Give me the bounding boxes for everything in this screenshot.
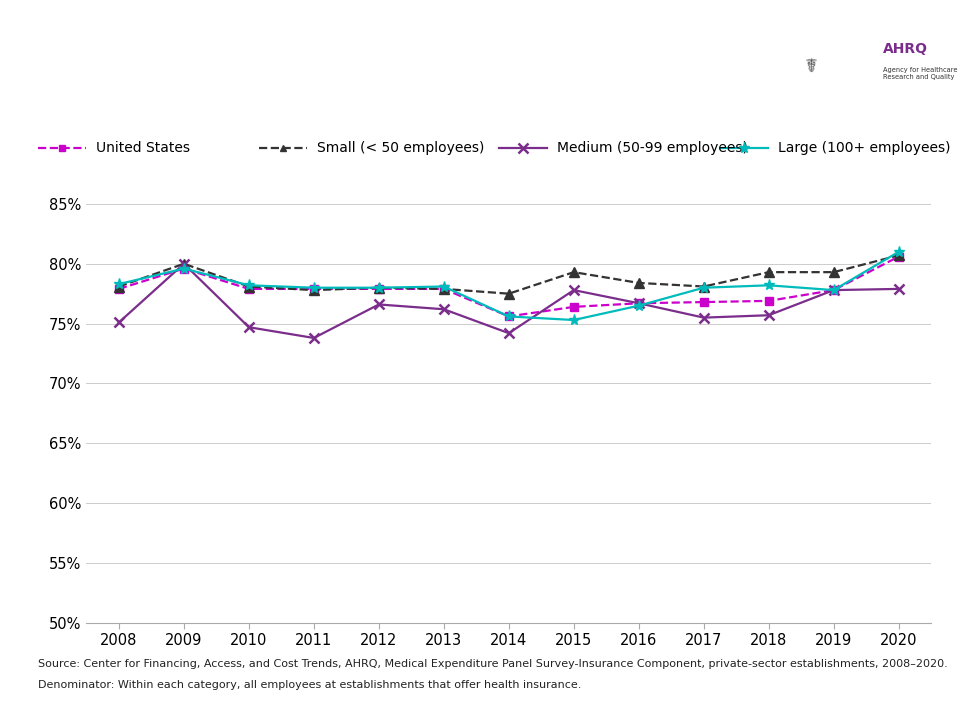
Ellipse shape: [740, 0, 903, 166]
Text: Large (100+ employees): Large (100+ employees): [778, 140, 950, 155]
Text: United States: United States: [96, 140, 190, 155]
Text: Source: Center for Financing, Access, and Cost Trends, AHRQ, Medical Expenditure: Source: Center for Financing, Access, an…: [38, 659, 948, 669]
Text: Figure 4. Eligibility  rate: Percentage of private-sector employees
eligible  fo: Figure 4. Eligibility rate: Percentage o…: [90, 25, 735, 92]
Text: AHRQ: AHRQ: [883, 42, 928, 56]
Text: Small (< 50 employees): Small (< 50 employees): [317, 140, 484, 155]
Text: Medium (50-99 employees): Medium (50-99 employees): [557, 140, 748, 155]
Text: Agency for Healthcare
Research and Quality: Agency for Healthcare Research and Quali…: [883, 67, 958, 80]
Text: Denominator: Within each category, all employees at establishments that offer he: Denominator: Within each category, all e…: [38, 680, 582, 690]
Text: ☤: ☤: [804, 58, 817, 77]
